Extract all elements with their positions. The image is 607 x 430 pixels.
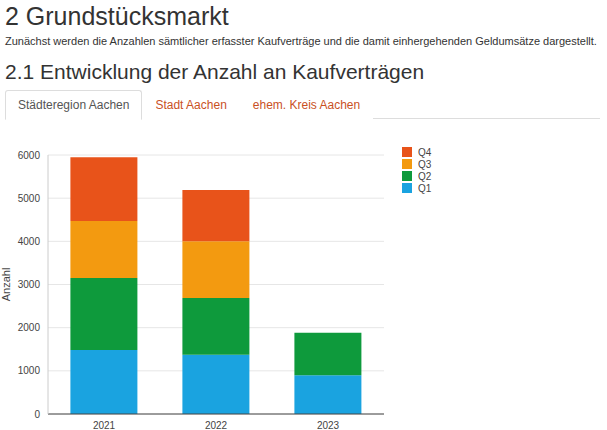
svg-text:6000: 6000 xyxy=(18,150,41,161)
svg-text:5000: 5000 xyxy=(18,193,41,204)
html-text:Q1: Q1 xyxy=(418,182,432,194)
svg-text:2021: 2021 xyxy=(93,420,116,430)
svg-text:4000: 4000 xyxy=(18,236,41,247)
html-text:Zunächst werden die Anzahlen s: Zunächst werden die Anzahlen sämtlicher … xyxy=(5,35,597,47)
svg-text:Anzahl: Anzahl xyxy=(8,268,12,302)
svg-text:1000: 1000 xyxy=(18,365,41,376)
svg-text:2022: 2022 xyxy=(205,420,228,430)
svg-text:2000: 2000 xyxy=(18,322,41,333)
html-text:Städteregion Aachen: Städteregion Aachen xyxy=(18,98,130,112)
html-text:Q3: Q3 xyxy=(418,158,432,170)
html-text:2 Grundstücksmarkt: 2 Grundstücksmarkt xyxy=(5,2,229,30)
html-text:Stadt Aachen: Stadt Aachen xyxy=(155,98,227,112)
html-text:ehem. Kreis Aachen: ehem. Kreis Aachen xyxy=(252,98,361,112)
html-text:Q4: Q4 xyxy=(418,146,432,158)
svg-text:2023: 2023 xyxy=(317,420,340,430)
svg-text:0: 0 xyxy=(34,409,40,420)
html-text:Q2: Q2 xyxy=(418,170,432,182)
html-text:2.1 Entwicklung der Anzahl an: 2.1 Entwicklung der Anzahl an Kaufverträ… xyxy=(5,60,425,83)
svg-text:3000: 3000 xyxy=(18,279,41,290)
